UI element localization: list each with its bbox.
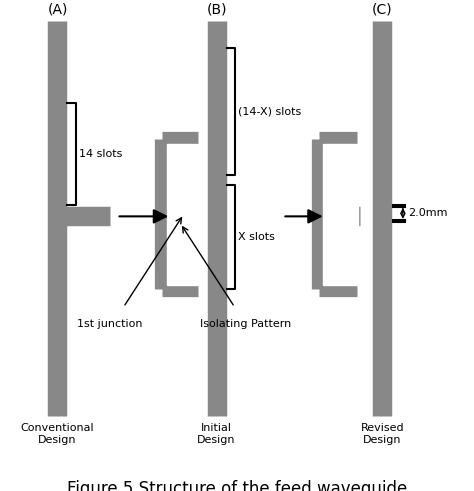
Text: 14 slots: 14 slots <box>79 149 122 159</box>
Text: Initial
Design: Initial Design <box>197 423 236 445</box>
Text: Conventional
Design: Conventional Design <box>21 423 94 445</box>
Bar <box>166 144 199 284</box>
Text: Figure 5 Structure of the feed waveguide: Figure 5 Structure of the feed waveguide <box>67 480 407 491</box>
Text: (B): (B) <box>206 2 227 16</box>
Text: Revised
Design: Revised Design <box>361 423 404 445</box>
Text: 2.0mm: 2.0mm <box>408 208 448 218</box>
Bar <box>323 144 358 284</box>
Text: X slots: X slots <box>238 232 275 242</box>
Text: (14-X) slots: (14-X) slots <box>238 107 301 117</box>
Text: (C): (C) <box>372 2 393 16</box>
Text: Isolating Pattern: Isolating Pattern <box>201 319 292 328</box>
Text: (A): (A) <box>47 2 68 16</box>
Text: 1st junction: 1st junction <box>77 319 143 328</box>
